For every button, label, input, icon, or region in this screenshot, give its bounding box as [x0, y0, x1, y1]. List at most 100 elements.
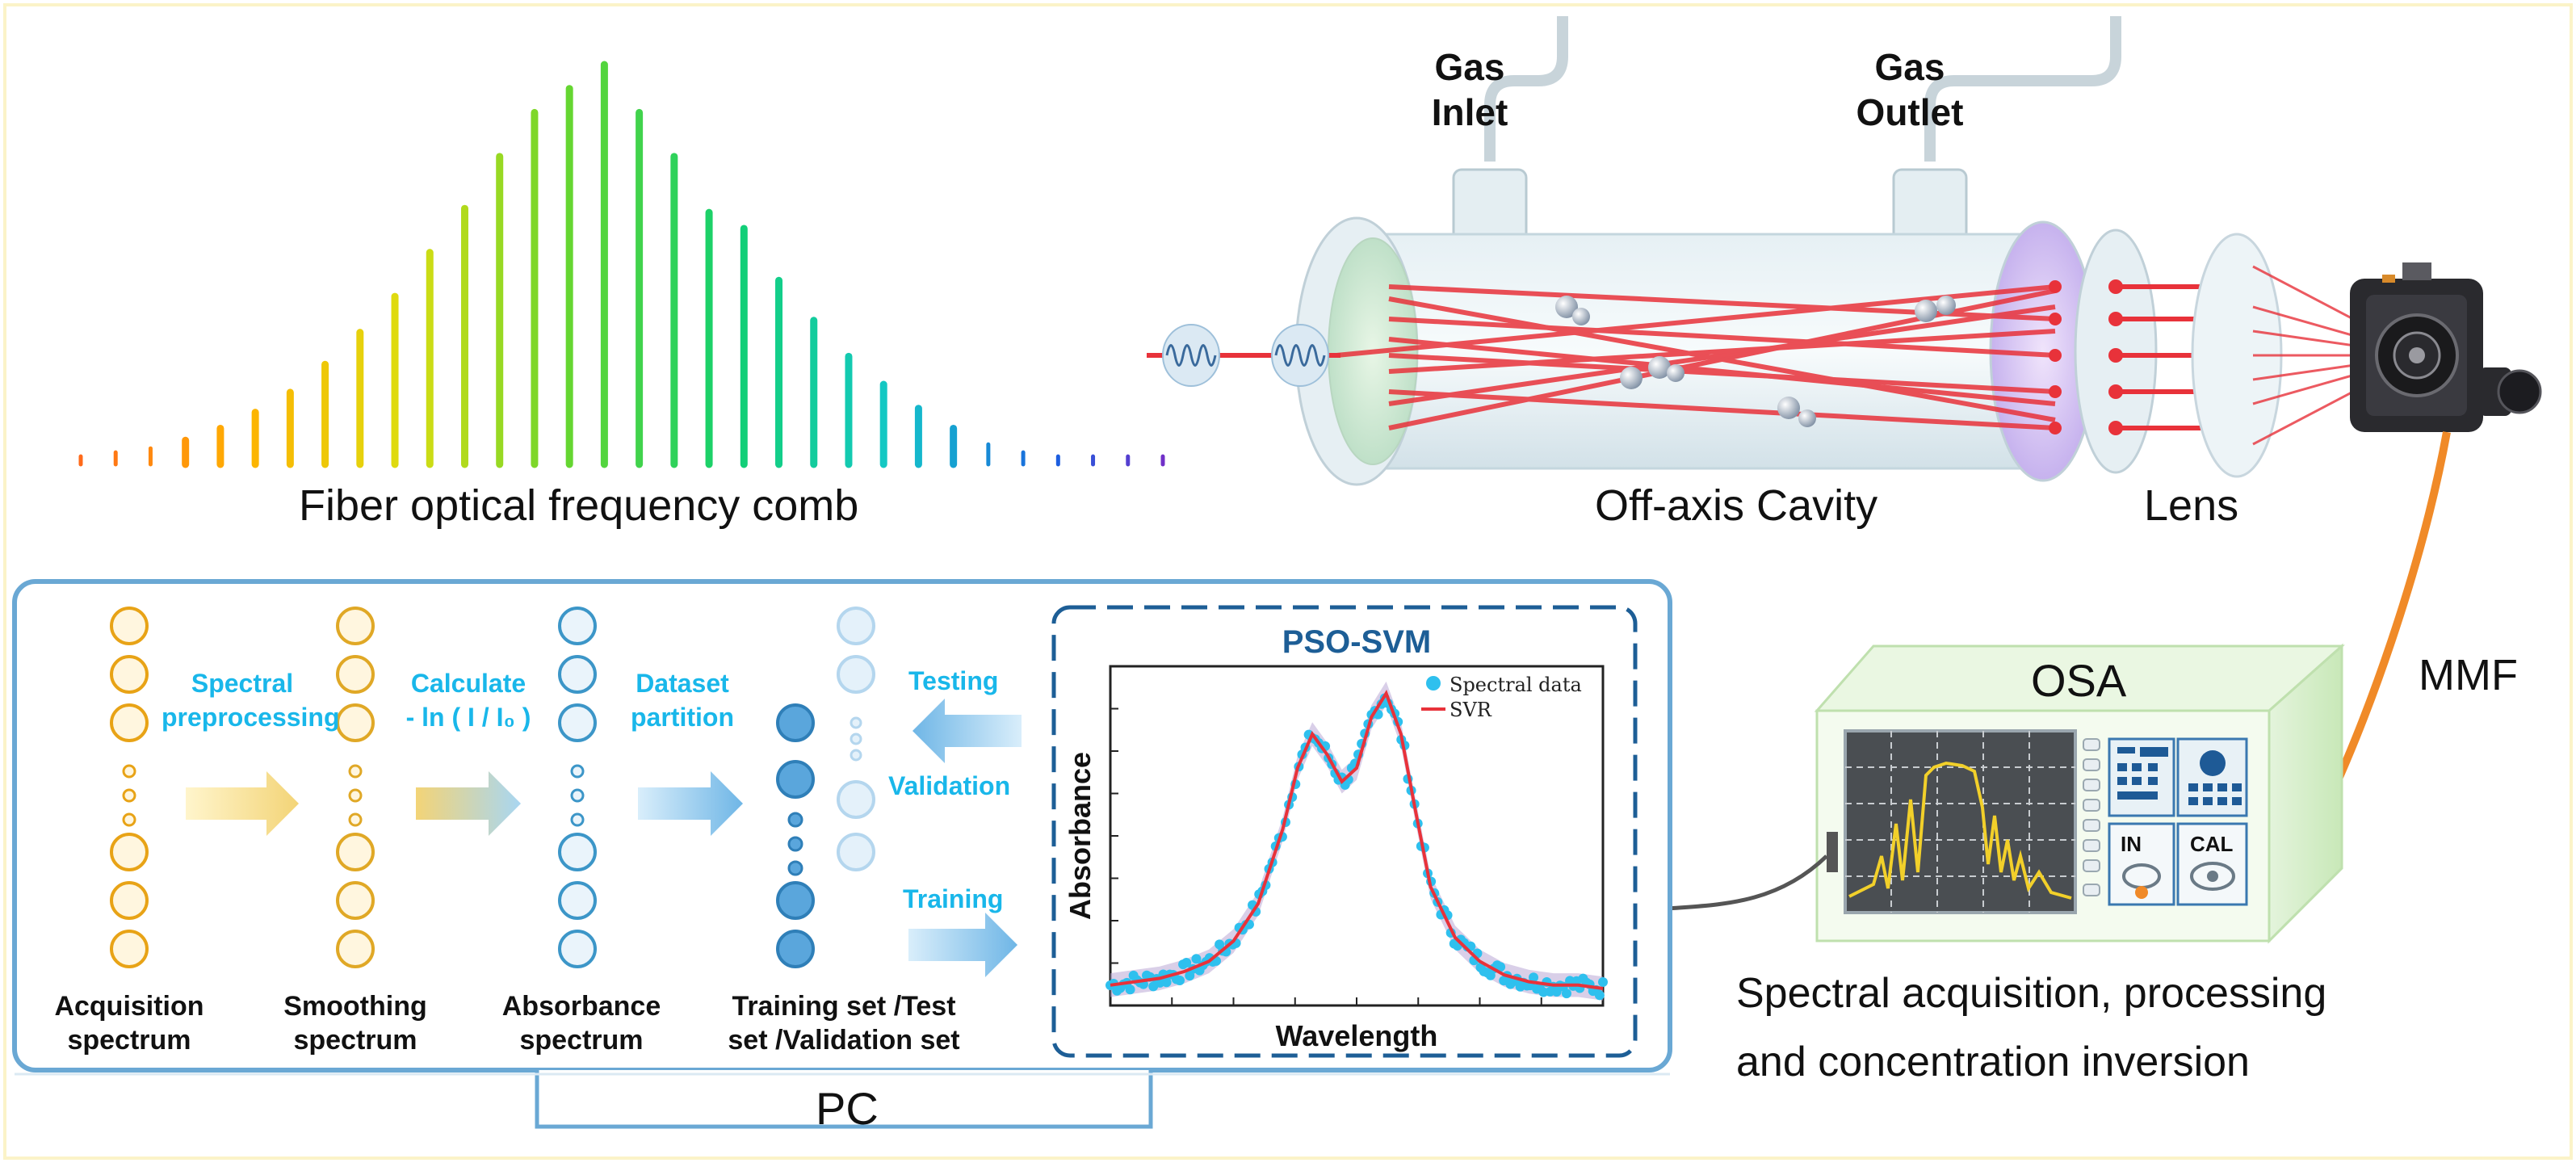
test-validation-dot: [850, 716, 862, 729]
plot-area: [1109, 665, 1605, 1007]
legend-label-svr: SVR: [1450, 699, 1492, 721]
data-circle: [336, 930, 375, 968]
step-testing: Testing: [908, 666, 999, 695]
data-circle: [558, 833, 597, 871]
caption-absorbance-line1: Absorbance: [501, 991, 661, 1022]
osa-keypad: [2117, 747, 2242, 805]
spectral-data-point: [1594, 990, 1605, 1001]
arrow-preprocess: [186, 771, 299, 836]
arrow-testing: [913, 699, 1022, 763]
arrow-partition: [638, 771, 743, 836]
data-circle: [336, 703, 375, 742]
osa-title: OSA: [2031, 655, 2127, 706]
caption-smoothing: Smoothing spectrum: [258, 989, 452, 1057]
laser-pulses: [1147, 324, 1340, 387]
caption-datasets: Training set /Test set /Validation set: [690, 989, 997, 1057]
svm-frame: [1051, 605, 1638, 1058]
osa-cal-label: CAL: [2190, 832, 2234, 856]
step-preprocessing-line1: Spectral: [191, 669, 294, 698]
osa-buttons: [2083, 738, 2100, 896]
data-columns: [110, 607, 875, 968]
step-partition: Dataset partition: [610, 666, 755, 734]
data-circle: [110, 607, 149, 645]
step-preprocessing-line2: preprocessing: [162, 703, 340, 732]
spectral-data-point: [1125, 984, 1135, 995]
data-circle: [110, 655, 149, 694]
step-calculate-line2: - ln ( I / I₀ ): [405, 703, 531, 732]
caption-datasets-line2: set /Validation set: [728, 1025, 960, 1056]
arrow-training: [908, 913, 1017, 977]
mirror-spots: [2049, 280, 2062, 434]
caption-acquisition-line2: spectrum: [67, 1025, 191, 1056]
spectral-data-point: [1174, 975, 1185, 985]
training-circle: [776, 703, 815, 742]
data-circle: [110, 833, 149, 871]
lens-label: Lens: [2144, 481, 2239, 530]
spectral-data-point: [1181, 958, 1192, 968]
data-dot: [348, 788, 363, 803]
data-dot: [348, 812, 363, 827]
gas-outlet-tube: [1924, 16, 2121, 162]
step-partition-line2: partition: [631, 703, 734, 732]
data-circle: [558, 655, 597, 694]
legend-marker-data: [1426, 676, 1441, 691]
data-circle: [336, 881, 375, 920]
svr-line: [1110, 690, 1604, 990]
step-calculate: Calculate - ln ( I / I₀ ): [388, 666, 549, 734]
data-dot: [122, 788, 136, 803]
training-circle: [776, 760, 815, 799]
usb-cable: [1667, 854, 1828, 911]
spectral-data-point: [1598, 976, 1608, 987]
caption-acquisition-line1: Acquisition: [54, 991, 204, 1022]
spectral-data-point: [1191, 954, 1202, 964]
data-circle: [336, 607, 375, 645]
training-circle: [776, 930, 815, 968]
training-dot: [787, 836, 803, 852]
caption-absorbance: Absorbance spectrum: [476, 989, 686, 1057]
gas-inlet-tube: [1484, 16, 1568, 162]
caption-smoothing-line1: Smoothing: [283, 991, 427, 1022]
osa-screen: [1844, 729, 2077, 914]
chart-title: PSO-SVM: [1282, 624, 1431, 660]
gas-outlet-line2: Outlet: [1856, 91, 1964, 133]
osa-caption-line1: Spectral acquisition, processing: [1736, 970, 2327, 1017]
mmf-label: MMF: [2419, 651, 2518, 699]
caption-absorbance-line2: spectrum: [519, 1025, 644, 1056]
gas-inlet-line1: Gas: [1434, 46, 1505, 88]
step-calculate-line1: Calculate: [410, 669, 527, 698]
spectral-data-point: [1529, 972, 1539, 983]
data-dot: [570, 812, 585, 827]
gas-molecules: [1555, 296, 1956, 427]
outlet-port: [1892, 168, 1968, 244]
cavity-label: Off-axis Cavity: [1595, 481, 1878, 530]
caption-acquisition: Acquisition spectrum: [32, 989, 226, 1057]
outer-frame: [3, 3, 2573, 1160]
osa-trace: [1848, 761, 2072, 900]
step-validation: Validation: [888, 771, 1011, 800]
off-axis-cavity: [1294, 16, 2158, 486]
svr-band: [1110, 681, 1603, 1001]
data-dot: [570, 764, 585, 779]
test-validation-circle: [837, 607, 875, 645]
osa-in-label: IN: [2121, 832, 2142, 856]
arrow-calculate: [416, 771, 521, 836]
test-validation-dot: [850, 733, 862, 745]
process-arrows: [186, 699, 1022, 977]
caption-datasets-line1: Training set /Test: [732, 991, 956, 1022]
data-circle: [336, 833, 375, 871]
svm-chart: Spectral data SVR PSO-SVM Wavelength Absorba…: [1064, 624, 1608, 1052]
spectral-data-point: [1161, 977, 1172, 988]
training-circle: [776, 881, 815, 920]
data-circle: [558, 703, 597, 742]
data-circle: [558, 930, 597, 968]
legend-label-data: Spectral data: [1450, 674, 1582, 696]
step-training: Training: [903, 884, 1004, 913]
test-validation-circle: [837, 780, 875, 819]
training-dot: [787, 812, 803, 828]
data-circle: [336, 655, 375, 694]
osa-instrument: [1667, 643, 2345, 944]
pc-stand: [535, 1070, 1153, 1129]
data-dot: [122, 764, 136, 779]
caption-smoothing-line2: spectrum: [293, 1025, 417, 1056]
